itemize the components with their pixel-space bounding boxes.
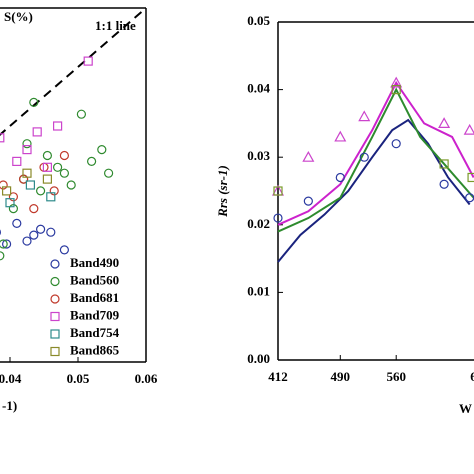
point (59, 245, 70, 255)
legend-marker (50, 329, 60, 339)
legend-label: Band681 (70, 290, 119, 305)
point (335, 172, 345, 183)
point (438, 117, 451, 129)
line (277, 80, 474, 226)
point (42, 150, 53, 161)
y-tick-label: 0.04 (247, 81, 270, 96)
point (19, 174, 29, 184)
legend-label: Band709 (70, 307, 120, 322)
point (66, 180, 76, 190)
point (46, 192, 56, 202)
x-tick-label: 412 (268, 369, 288, 384)
point (22, 139, 32, 149)
point (42, 174, 53, 184)
legend-marker (50, 311, 60, 322)
point (97, 145, 107, 155)
point (302, 150, 315, 162)
point (463, 123, 474, 135)
point (29, 97, 39, 108)
point (103, 168, 114, 178)
legend-marker (50, 346, 60, 357)
x-tick-label: 0.06 (135, 371, 158, 386)
point (22, 236, 32, 246)
legend-label: Band865 (70, 342, 120, 357)
point (273, 186, 283, 196)
point (83, 56, 93, 66)
chart: 0.04 0.05 0.06 1:1 line S(%) -1) Band490 Band56… (0, 7, 158, 413)
point (1, 239, 12, 249)
point (273, 213, 283, 223)
point (29, 230, 39, 240)
x-tick-label: 0.04 (0, 371, 22, 386)
y-tick-label: 0.01 (247, 283, 270, 298)
point (22, 145, 32, 155)
point (12, 156, 22, 166)
line (277, 118, 471, 263)
point (59, 168, 70, 178)
point (25, 180, 35, 190)
point (32, 127, 42, 137)
point (391, 139, 401, 149)
y-tick-label: 0.02 (247, 216, 270, 231)
point (22, 168, 32, 178)
point (76, 109, 87, 119)
point (29, 204, 39, 214)
line (277, 87, 474, 233)
point (0, 133, 5, 143)
point (0, 251, 5, 261)
legend-marker (50, 294, 60, 304)
point (303, 196, 313, 206)
x-tick-label: 665 (470, 369, 474, 384)
legend-label: Band490 (70, 255, 119, 270)
legend-label: Band560 (70, 272, 119, 287)
point (5, 198, 15, 208)
point (1, 186, 12, 196)
point (439, 159, 449, 169)
point (467, 172, 474, 183)
chart: 412 490 560 665 0.00 0.01 0.02 0.03 0.04 0.05 W Rrs… (215, 13, 474, 416)
x-tick-label: 560 (386, 369, 406, 384)
point (439, 179, 449, 189)
point (35, 224, 46, 234)
point (0, 180, 8, 190)
point (358, 110, 371, 122)
point (52, 121, 63, 131)
point (334, 130, 347, 142)
y-tick-label: 0.00 (247, 351, 270, 366)
legend-label: Band754 (70, 325, 120, 340)
point (35, 186, 46, 196)
y-tick-label: 0.05 (247, 13, 270, 28)
one-to-one-line (0, 7, 147, 137)
point (390, 76, 403, 88)
y-axis-label: Rrs (sr-1) (215, 165, 230, 218)
point (0, 239, 8, 249)
x-axis-label: -1) (2, 398, 17, 413)
x-tick-label: 490 (331, 369, 351, 384)
x-axis-label: W (459, 401, 472, 416)
point (8, 192, 18, 202)
point (12, 218, 22, 228)
point (391, 84, 401, 95)
point (359, 152, 369, 162)
point (52, 162, 63, 172)
x-tick-label: 0.05 (67, 371, 90, 386)
point (42, 162, 53, 172)
legend-marker (50, 259, 60, 269)
point (46, 227, 56, 237)
point (8, 204, 18, 214)
legend-marker (50, 276, 60, 287)
point (86, 156, 97, 166)
chart-title: S(%) (4, 9, 33, 24)
point (59, 150, 70, 161)
y-tick-label: 0.03 (247, 148, 270, 163)
annotation: 1:1 line (95, 18, 136, 33)
